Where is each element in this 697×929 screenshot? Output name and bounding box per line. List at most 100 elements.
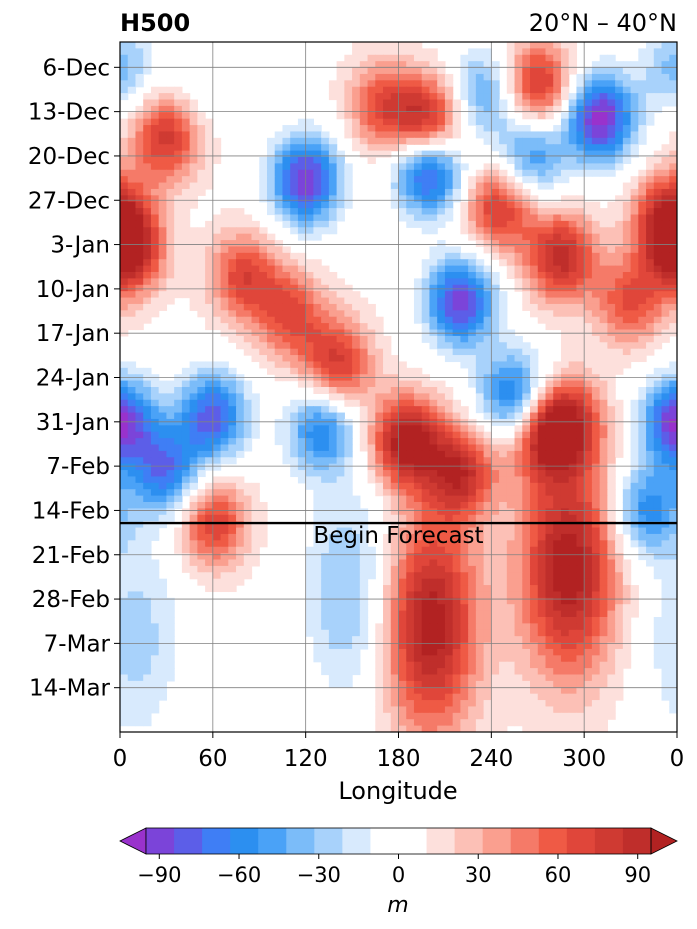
field-cell xyxy=(359,361,369,369)
field-cell xyxy=(205,380,214,388)
field-cell xyxy=(499,323,508,331)
field-cell xyxy=(638,246,647,254)
field-cell xyxy=(460,316,469,324)
field-cell xyxy=(653,521,663,529)
field-cell xyxy=(181,431,191,439)
field-cell xyxy=(313,335,322,343)
field-cell xyxy=(197,425,206,433)
field-cell xyxy=(135,169,144,177)
field-cell xyxy=(212,572,222,580)
field-cell xyxy=(150,150,160,158)
field-cell xyxy=(638,240,647,248)
field-cell xyxy=(158,591,168,599)
field-cell xyxy=(135,208,144,216)
field-cell xyxy=(120,86,129,94)
field-cell xyxy=(251,502,260,509)
field-cell xyxy=(189,463,198,471)
field-cell xyxy=(205,412,214,420)
field-cell xyxy=(421,310,431,318)
field-cell xyxy=(297,335,307,343)
field-cell xyxy=(646,399,655,407)
field-cell xyxy=(568,61,578,69)
field-cell xyxy=(506,54,516,62)
field-cell xyxy=(522,278,531,286)
field-cell xyxy=(336,361,345,369)
field-cell xyxy=(630,591,639,599)
field-cell xyxy=(553,450,562,458)
field-cell xyxy=(313,559,322,567)
field-cell xyxy=(406,425,415,433)
field-cell xyxy=(530,297,539,305)
field-cell xyxy=(158,303,168,311)
field-cell xyxy=(615,361,624,369)
field-cell xyxy=(406,182,415,190)
field-cell xyxy=(475,361,485,369)
field-cell xyxy=(622,604,632,612)
field-cell xyxy=(390,42,400,49)
field-cell xyxy=(367,42,376,49)
field-cell xyxy=(444,323,454,331)
field-cell xyxy=(127,42,137,49)
field-cell xyxy=(483,310,492,318)
field-cell xyxy=(413,387,423,394)
field-cell xyxy=(669,284,677,292)
field-cell xyxy=(336,387,345,394)
field-cell xyxy=(228,246,237,254)
field-cell xyxy=(522,297,531,305)
field-cell xyxy=(243,508,253,516)
field-cell xyxy=(630,105,639,113)
field-cell xyxy=(367,476,376,484)
field-cell xyxy=(313,233,322,241)
field-cell xyxy=(460,61,469,69)
field-cell xyxy=(452,163,461,171)
field-cell xyxy=(120,163,129,171)
field-cell xyxy=(522,572,531,580)
field-cell xyxy=(460,617,469,624)
field-cell xyxy=(197,227,206,235)
field-cell xyxy=(514,450,523,458)
field-cell xyxy=(220,399,229,407)
field-cell xyxy=(514,565,523,573)
field-cell xyxy=(421,610,431,618)
field-cell xyxy=(530,412,539,420)
field-cell xyxy=(522,438,531,446)
field-cell xyxy=(568,214,578,222)
field-cell xyxy=(630,444,639,452)
field-cell xyxy=(197,182,206,190)
field-cell xyxy=(622,297,632,305)
field-cell xyxy=(444,610,454,618)
field-cell xyxy=(560,463,570,471)
field-cell xyxy=(189,201,198,209)
field-cell xyxy=(483,559,492,567)
field-cell xyxy=(120,297,129,305)
field-cell xyxy=(560,150,570,158)
field-cell xyxy=(328,623,338,631)
field-cell xyxy=(205,540,214,548)
field-cell xyxy=(444,585,454,593)
field-cell xyxy=(181,137,191,145)
field-cell xyxy=(568,431,578,439)
field-cell xyxy=(499,610,508,618)
field-cell xyxy=(584,527,593,535)
field-cell xyxy=(181,144,191,152)
field-cell xyxy=(344,316,353,324)
field-cell xyxy=(661,508,670,516)
field-cell xyxy=(398,387,407,394)
field-cell xyxy=(460,482,469,490)
field-cell xyxy=(560,291,570,299)
field-cell xyxy=(429,227,438,235)
field-cell xyxy=(143,54,152,62)
field-cell xyxy=(297,163,307,171)
field-cell xyxy=(197,412,206,420)
field-cell xyxy=(313,591,322,599)
field-cell xyxy=(468,495,477,503)
field-cell xyxy=(560,450,570,458)
field-cell xyxy=(537,93,547,101)
field-cell xyxy=(468,617,477,624)
field-cell xyxy=(328,393,338,401)
field-cell xyxy=(352,514,361,522)
field-cell xyxy=(359,514,369,522)
field-cell xyxy=(305,399,315,407)
field-cell xyxy=(576,617,585,624)
field-cell xyxy=(607,406,616,414)
